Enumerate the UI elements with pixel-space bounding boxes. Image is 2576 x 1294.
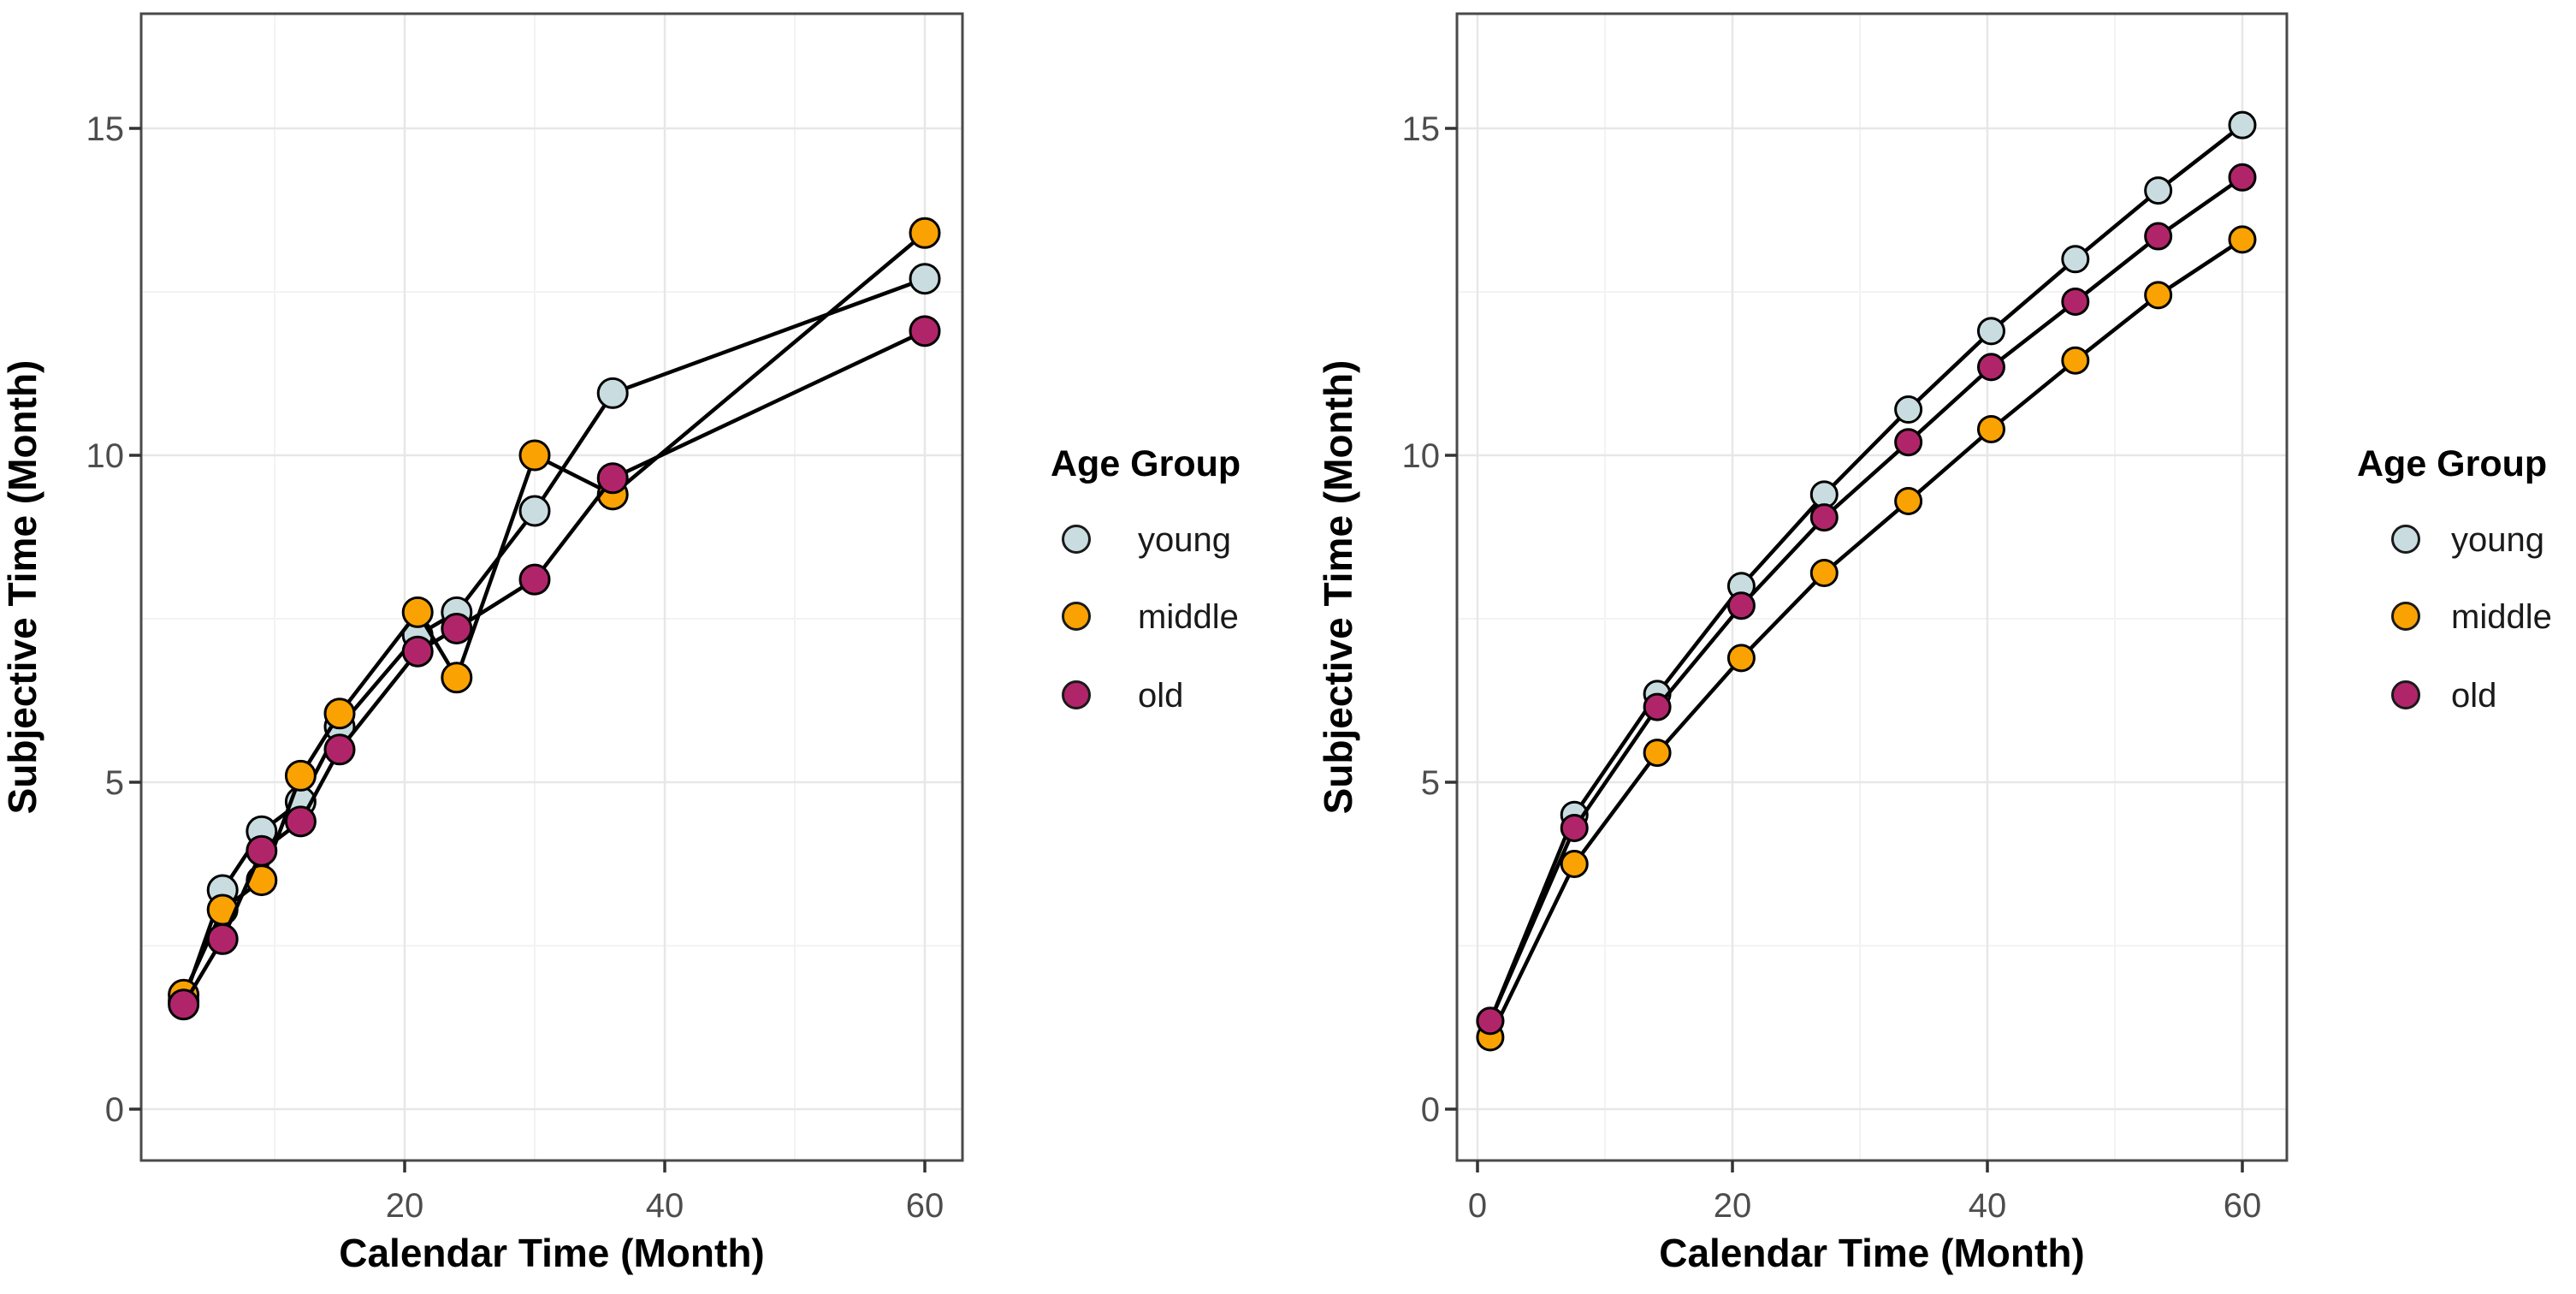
y-tick-label: 10 [1402,437,1441,475]
data-point-middle [1976,414,2005,443]
x-tick-label: 60 [2224,1187,2262,1225]
data-point-middle [1560,850,1589,878]
data-point-old [246,834,278,867]
x-tick-label: 40 [1969,1187,2007,1225]
data-point-young [2144,176,2173,205]
data-point-old [323,733,356,766]
data-layer [168,217,941,1021]
data-point-old [1809,503,1839,532]
data-point-middle [323,697,356,730]
data-point-old [1476,1006,1505,1036]
x-tick-label: 20 [1714,1187,1752,1225]
y-tick-label: 15 [1402,110,1441,148]
data-point-old [596,462,629,495]
data-point-old [284,805,317,838]
young-key-icon [1062,525,1091,554]
data-point-middle [401,596,434,628]
legend-title: Age Group [2357,443,2548,484]
legend-fitted: Age Group young middle old [2357,443,2576,786]
series-line-old [1488,175,2244,1022]
data-point-middle [284,759,317,792]
data-point-middle [1643,739,1672,768]
data-point-old [441,612,473,644]
y-tick-label: 10 [86,437,125,475]
x-axis-title: Calendar Time (Month) [1659,1231,2085,1275]
fitted-plot-svg: 0 20 40 60 0 5 10 15 Calendar Time (Month) Subjec… [1318,12,2289,1275]
axes: 0 20 40 60 0 5 10 15 [1402,110,2262,1225]
x-tick-label: 20 [386,1187,424,1225]
x-tick-label: 0 [1468,1187,1487,1225]
old-key-icon [1062,680,1091,709]
observed-plot-svg: 20 40 60 0 5 10 15 Calendar Time (Month) Subject… [0,12,964,1275]
data-point-young [1894,395,1923,424]
data-layer [1476,110,2257,1052]
data-point-old [1560,813,1589,842]
legend-label-old: old [1138,677,1184,715]
data-point-middle [2144,281,2173,310]
data-point-old [2228,163,2257,192]
series-line-young [1488,123,2244,1022]
data-point-young [2228,110,2257,139]
data-point-middle [1809,559,1839,588]
panel-background [141,14,962,1160]
data-point-old [1894,428,1923,457]
legend-label-young: young [2451,521,2544,559]
panel-border [139,12,964,1162]
old-key-icon [2391,680,2420,709]
series-line-young [181,276,926,1002]
legend-title: Age Group [1051,443,1241,484]
legend-label-middle: middle [1138,598,1239,636]
y-tick-label: 5 [105,764,124,802]
chart-fitted: 0 20 40 60 0 5 10 15 Calendar Time (Month) Subjec… [1318,0,2576,1294]
data-point-old [1726,591,1756,620]
legend-label-young: young [1138,521,1231,559]
x-axis-title: Calendar Time (Month) [339,1231,765,1275]
data-point-old [1976,353,2005,382]
y-axis-title: Subjective Time (Month) [1318,360,1360,815]
data-point-middle [441,662,473,694]
chart-observed: 20 40 60 0 5 10 15 Calendar Time (Month) Subject… [0,12,1241,1275]
y-tick-label: 15 [86,110,125,148]
y-tick-label: 0 [1421,1091,1440,1129]
data-point-young [2061,245,2090,274]
data-point-old [2144,222,2173,251]
data-point-old [909,315,941,347]
young-key-icon [2391,525,2420,554]
data-point-middle [2228,225,2257,254]
data-point-middle [2061,346,2090,375]
middle-key-icon [2391,602,2420,631]
axes: 20 40 60 0 5 10 15 [86,110,945,1225]
legend-label-middle: middle [2451,598,2552,636]
data-point-young [518,495,551,527]
y-tick-label: 0 [105,1091,124,1129]
legend-label-old: old [2451,677,2497,715]
legend-observed: Age Group young middle old [1051,443,1333,786]
data-point-young [909,263,941,295]
data-point-middle [1726,644,1756,673]
data-point-old [2061,287,2090,316]
y-tick-label: 5 [1421,764,1440,802]
panel-background [1457,14,2287,1160]
y-axis-title: Subjective Time (Month) [0,360,44,815]
data-point-young [1976,317,2005,346]
data-point-old [206,923,239,955]
data-point-middle [909,217,941,249]
series-line-old [181,329,926,1006]
series-line-middle [1488,238,2244,1038]
data-point-old [401,635,434,668]
data-point-middle [1894,486,1923,515]
data-point-old [518,563,551,596]
x-tick-label: 40 [646,1187,684,1225]
x-tick-label: 60 [906,1187,945,1225]
data-point-young [596,377,629,409]
data-point-middle [518,439,551,472]
middle-key-icon [1062,602,1091,631]
panel-border [1455,12,2289,1162]
data-point-old [168,988,200,1021]
data-point-old [1643,692,1672,721]
